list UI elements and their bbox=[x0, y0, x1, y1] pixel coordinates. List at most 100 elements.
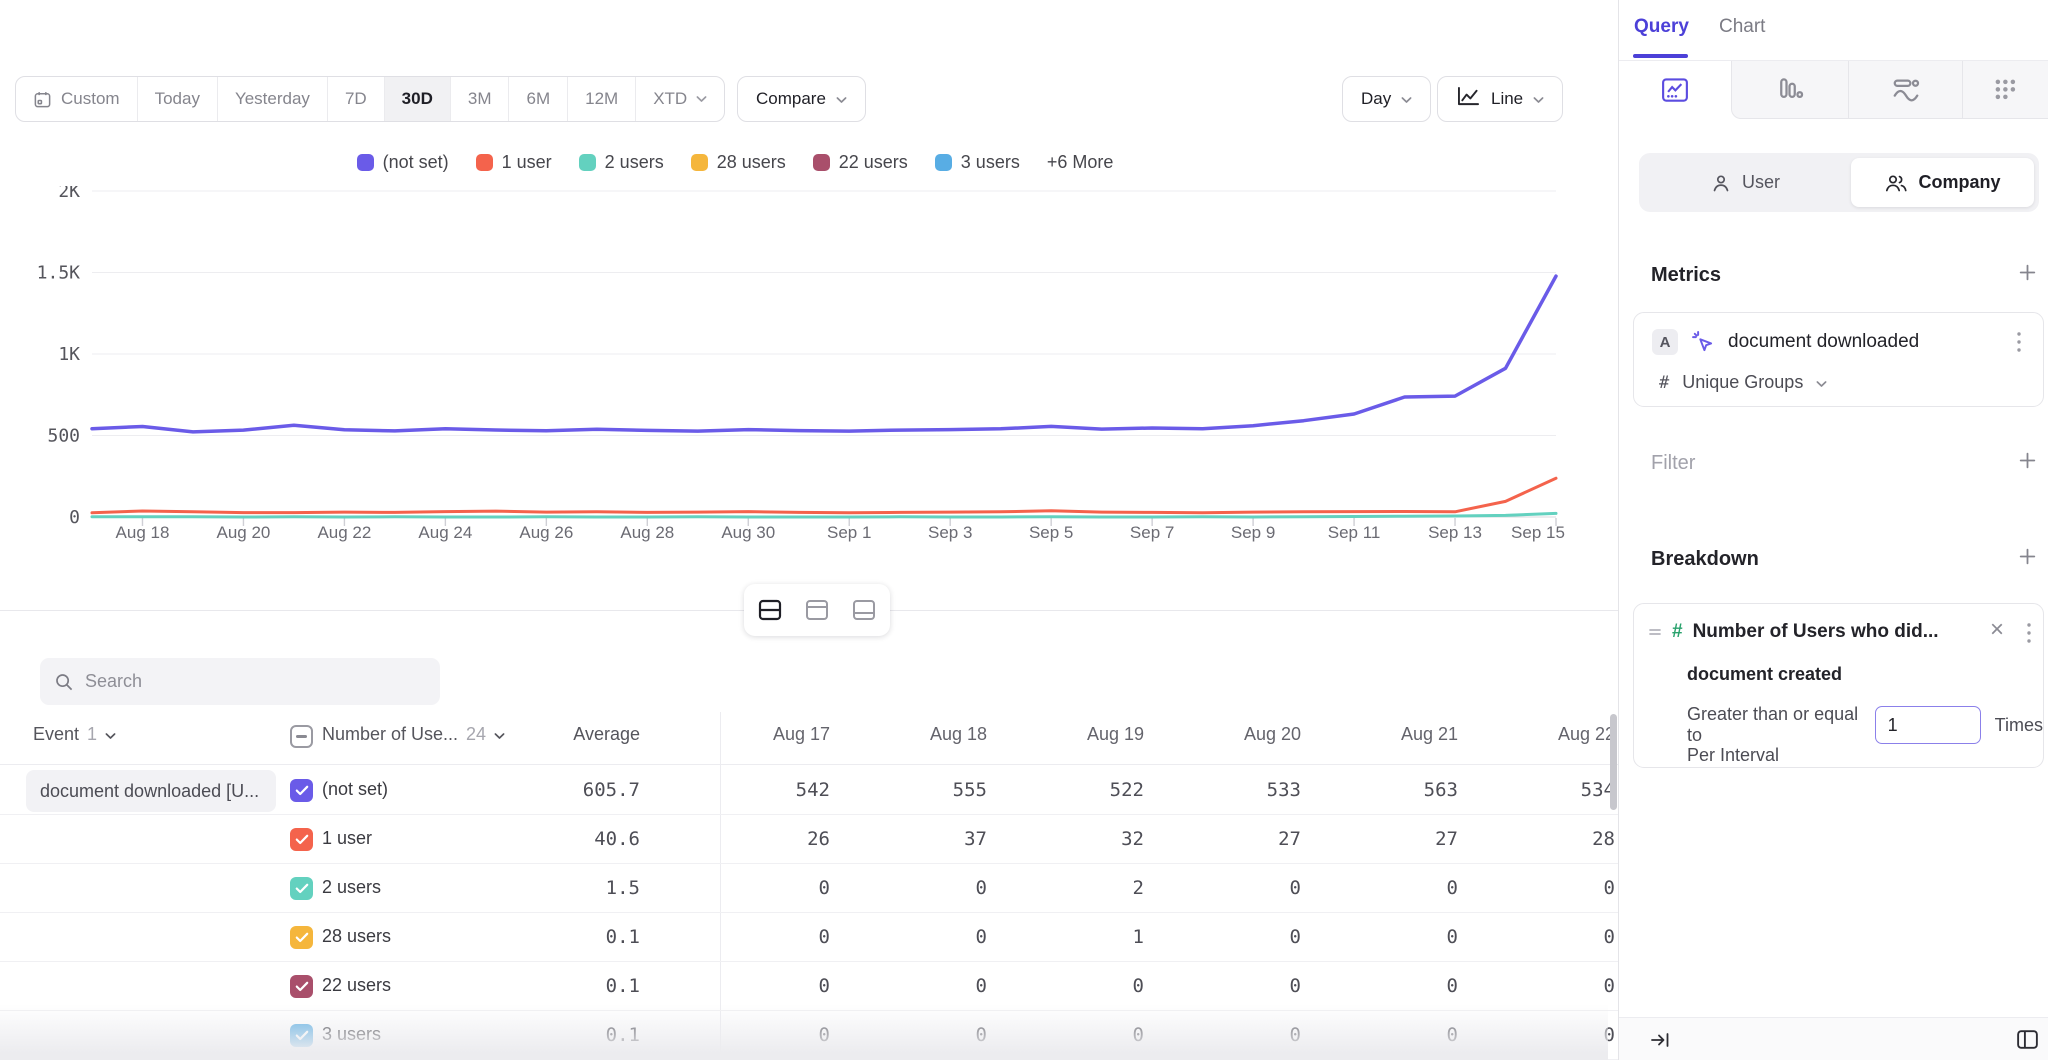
legend-item[interactable]: (not set) bbox=[357, 152, 449, 173]
metric-card[interactable]: A document downloaded # Unique Groups bbox=[1633, 312, 2044, 407]
table-row[interactable]: 1 user40.6263732272728 bbox=[0, 815, 1618, 864]
event-header-label: Event bbox=[33, 724, 79, 745]
add-metric-button[interactable] bbox=[2017, 262, 2038, 283]
legend-more[interactable]: +6 More bbox=[1047, 152, 1114, 173]
select-all-checkbox[interactable] bbox=[290, 725, 313, 748]
toggle-company[interactable]: Company bbox=[1851, 158, 2034, 207]
range-button-xtd[interactable]: XTD bbox=[635, 77, 724, 121]
chart-type-tabs bbox=[1619, 61, 2048, 119]
table-row[interactable]: 3 users0.1000000 bbox=[0, 1011, 1618, 1060]
layout-top-button[interactable] bbox=[795, 588, 839, 632]
tab-query[interactable]: Query bbox=[1634, 16, 1689, 38]
panel-layout-icon bbox=[2015, 1027, 2040, 1052]
table-cell: 0 bbox=[1171, 877, 1301, 899]
range-button-3m[interactable]: 3M bbox=[450, 77, 509, 121]
collapse-panel-button[interactable] bbox=[1649, 1029, 1671, 1051]
interval-dropdown[interactable]: Day bbox=[1342, 76, 1431, 122]
company-icon bbox=[1884, 172, 1908, 194]
legend-item[interactable]: 28 users bbox=[691, 152, 786, 173]
svg-text:Sep 5: Sep 5 bbox=[1029, 523, 1073, 542]
layout-bottom-button[interactable] bbox=[842, 588, 886, 632]
range-button-7d[interactable]: 7D bbox=[327, 77, 384, 121]
add-breakdown-button[interactable] bbox=[2017, 546, 2038, 567]
chevron-down-icon bbox=[836, 89, 847, 109]
table-row[interactable]: (not set)605.7542555522533563534 bbox=[0, 766, 1618, 815]
chart-type-bar-tab[interactable] bbox=[1731, 61, 1848, 119]
range-button-today[interactable]: Today bbox=[137, 77, 217, 121]
table-row[interactable]: 22 users0.1000000 bbox=[0, 962, 1618, 1011]
breakdown-title-row: # Number of Users who did... bbox=[1648, 621, 1939, 643]
chart-type-line-tab[interactable] bbox=[1619, 61, 1731, 119]
chart-type-dropdown[interactable]: Line bbox=[1437, 76, 1563, 122]
layout-split-button[interactable] bbox=[748, 588, 792, 632]
bar-chart-icon bbox=[1775, 75, 1805, 105]
side-panel-button[interactable] bbox=[2015, 1027, 2040, 1052]
measure-row[interactable]: # Unique Groups bbox=[1659, 372, 1827, 393]
search-input[interactable] bbox=[85, 671, 426, 692]
breakdown-event-name[interactable]: document created bbox=[1687, 664, 1842, 685]
range-label: Today bbox=[155, 89, 200, 109]
compare-button[interactable]: Compare bbox=[737, 76, 866, 122]
split-horizontal-icon bbox=[757, 598, 783, 622]
legend-label: 2 users bbox=[605, 152, 664, 173]
svg-text:Aug 30: Aug 30 bbox=[721, 523, 775, 542]
range-label: Yesterday bbox=[235, 89, 310, 109]
table-row[interactable]: 28 users0.1001000 bbox=[0, 913, 1618, 962]
row-label: (not set) bbox=[322, 779, 388, 800]
remove-breakdown-button[interactable]: × bbox=[1990, 618, 2004, 642]
row-label: 3 users bbox=[322, 1024, 381, 1045]
event-column-header[interactable]: Event 1 bbox=[33, 724, 116, 745]
svg-text:1K: 1K bbox=[58, 344, 80, 365]
average-value: 0.1 bbox=[500, 926, 640, 948]
table-cell: 27 bbox=[1171, 828, 1301, 850]
range-button-6m[interactable]: 6M bbox=[508, 77, 567, 121]
average-value: 605.7 bbox=[500, 779, 640, 801]
legend-item[interactable]: 1 user bbox=[476, 152, 552, 173]
times-unit-label: Times bbox=[1995, 715, 2043, 736]
row-checkbox[interactable] bbox=[290, 975, 313, 998]
average-value: 0.1 bbox=[500, 1024, 640, 1046]
group-column-header[interactable]: Number of Use... 24 bbox=[322, 724, 505, 745]
add-filter-button[interactable] bbox=[2017, 450, 2038, 471]
row-checkbox[interactable] bbox=[290, 926, 313, 949]
range-button-30d[interactable]: 30D bbox=[384, 77, 450, 121]
chevron-down-icon bbox=[1816, 372, 1827, 393]
range-button-yesterday[interactable]: Yesterday bbox=[217, 77, 327, 121]
plus-icon bbox=[2017, 450, 2038, 471]
date-column-header: Aug 18 bbox=[857, 724, 987, 745]
metric-event-name[interactable]: document downloaded bbox=[1728, 331, 1919, 353]
breakdown-title[interactable]: Number of Users who did... bbox=[1693, 621, 1939, 643]
line-chart-icon bbox=[1456, 86, 1481, 112]
row-checkbox[interactable] bbox=[290, 779, 313, 802]
table-row[interactable]: 2 users1.5002000 bbox=[0, 864, 1618, 913]
table-cell: 0 bbox=[857, 926, 987, 948]
row-checkbox[interactable] bbox=[290, 828, 313, 851]
row-checkbox[interactable] bbox=[290, 877, 313, 900]
range-button-12m[interactable]: 12M bbox=[567, 77, 635, 121]
table-cell: 0 bbox=[1328, 975, 1458, 997]
times-value-input[interactable] bbox=[1875, 706, 1981, 744]
toggle-user[interactable]: User bbox=[1639, 153, 1851, 212]
row-label: 1 user bbox=[322, 828, 372, 849]
vertical-scrollbar[interactable] bbox=[1610, 714, 1617, 810]
flow-icon bbox=[1891, 75, 1921, 105]
svg-text:Aug 28: Aug 28 bbox=[620, 523, 674, 542]
legend-item[interactable]: 2 users bbox=[579, 152, 664, 173]
date-column-header: Aug 20 bbox=[1171, 724, 1301, 745]
metric-menu-button[interactable] bbox=[2016, 331, 2022, 353]
row-checkbox[interactable] bbox=[290, 1024, 313, 1047]
average-value: 0.1 bbox=[500, 975, 640, 997]
condition-label: Greater than or equal to bbox=[1687, 704, 1861, 746]
drag-handle-icon[interactable] bbox=[1648, 626, 1662, 638]
numeric-property-icon: # bbox=[1672, 621, 1683, 643]
legend-item[interactable]: 22 users bbox=[813, 152, 908, 173]
range-button-custom[interactable]: Custom bbox=[16, 77, 137, 121]
search-icon bbox=[54, 672, 74, 692]
legend-label: 3 users bbox=[961, 152, 1020, 173]
plus-icon bbox=[2017, 262, 2038, 283]
tab-chart[interactable]: Chart bbox=[1719, 16, 1765, 38]
breakdown-menu-button[interactable] bbox=[2026, 622, 2032, 644]
legend-item[interactable]: 3 users bbox=[935, 152, 1020, 173]
chart-type-grid-tab[interactable] bbox=[1962, 61, 2048, 119]
chart-type-flow-tab[interactable] bbox=[1848, 61, 1962, 119]
